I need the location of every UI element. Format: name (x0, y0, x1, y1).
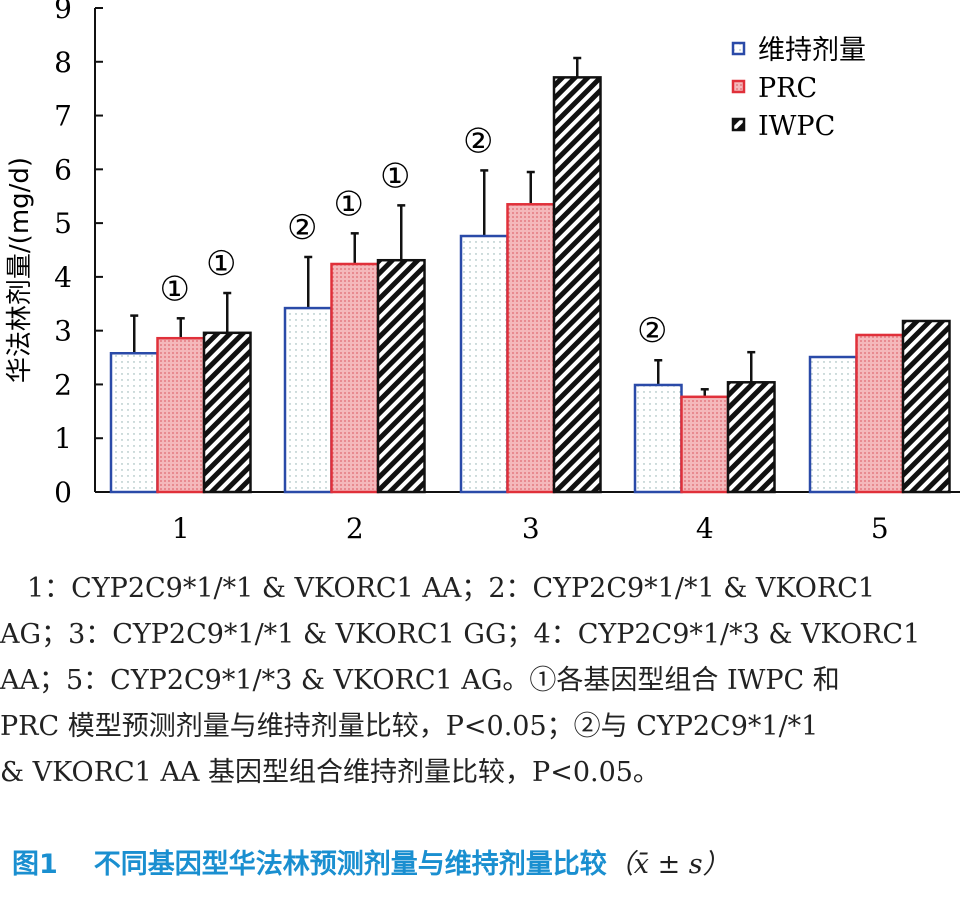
x-tick-label: 4 (696, 512, 714, 545)
significance-marker: ① (380, 156, 410, 196)
legend-label: PRC (758, 73, 817, 104)
y-tick-label: 4 (54, 261, 72, 294)
legend-label: 维持剂量 (758, 35, 866, 66)
bar-PRC (506, 203, 556, 494)
x-tick-label: 5 (871, 512, 889, 545)
significance-marker: ① (206, 244, 236, 284)
bar-PRC (855, 333, 905, 494)
y-tick-label: 0 (54, 476, 72, 509)
y-tick-label: 3 (54, 315, 72, 348)
figure-stat: （x̄ ± s） (606, 849, 730, 880)
significance-marker: ② (637, 311, 667, 351)
bar-IWPC (726, 381, 776, 494)
significance-marker: ① (160, 269, 190, 309)
significance-marker: ② (463, 121, 493, 161)
caption-line: AA；5：CYP2C9*1/*3 & VKORC1 AG。①各基因型组合 IWP… (0, 665, 840, 696)
y-tick-label: 6 (54, 153, 72, 186)
bar-维持剂量 (808, 355, 858, 494)
bar-PRC (156, 336, 206, 494)
figure-number: 图1 (12, 849, 58, 880)
significance-marker: ② (287, 208, 317, 248)
y-tick-label: 2 (54, 368, 72, 401)
x-tick-label: 1 (172, 512, 190, 545)
caption-line: & VKORC1 AA 基因型组合维持剂量比较，P<0.05。 (0, 757, 660, 788)
caption-line: PRC 模型预测剂量与维持剂量比较，P<0.05；②与 CYP2C9*1/*1 (0, 711, 819, 742)
y-tick-label: 7 (54, 100, 72, 133)
y-tick-label: 9 (54, 0, 72, 25)
y-axis-label: 华法林剂量/(mg/d) (5, 157, 35, 383)
bar-PRC (330, 262, 380, 494)
figure-title-text: 不同基因型华法林预测剂量与维持剂量比较 (93, 849, 607, 880)
bar-维持剂量 (459, 234, 509, 494)
bar-IWPC (901, 319, 951, 494)
legend-label: IWPC (758, 111, 835, 142)
figure-title: 图1 不同基因型华法林预测剂量与维持剂量比较（x̄ ± s） (12, 842, 730, 881)
caption-line: 1：CYP2C9*1/*1 & VKORC1 AA；2：CYP2C9*1/*1 … (0, 573, 876, 604)
bar-IWPC (552, 76, 602, 494)
legend-swatch (731, 117, 746, 132)
y-tick-label: 5 (54, 207, 72, 240)
figure-caption: 1：CYP2C9*1/*1 & VKORC1 AA；2：CYP2C9*1/*1 … (0, 566, 961, 796)
y-tick-label: 1 (54, 422, 72, 455)
x-tick-label: 2 (346, 512, 364, 545)
bar-IWPC (376, 258, 426, 494)
bar-维持剂量 (283, 306, 333, 494)
bar-维持剂量 (109, 352, 159, 494)
bar-维持剂量 (633, 383, 683, 494)
y-tick-label: 8 (54, 46, 72, 79)
x-tick-label: 3 (522, 512, 540, 545)
legend-swatch (731, 79, 746, 94)
caption-line: AG；3：CYP2C9*1/*1 & VKORC1 GG；4：CYP2C9*1/… (0, 619, 921, 650)
bar-IWPC (202, 331, 252, 494)
legend-swatch (731, 41, 746, 56)
bar-PRC (680, 395, 730, 494)
significance-marker: ① (334, 184, 364, 224)
